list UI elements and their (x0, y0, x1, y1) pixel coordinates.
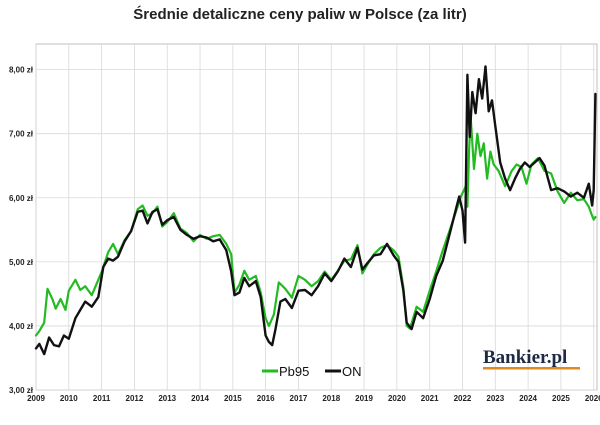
bankier-logo-text: Bankier.pl (483, 347, 567, 368)
x-tick-label: 2023 (486, 394, 504, 403)
x-tick-label: 2021 (421, 394, 439, 403)
x-tick-label: 2025 (552, 394, 570, 403)
series-lines (34, 65, 597, 356)
x-tick-label: 2019 (355, 394, 373, 403)
x-tick-label: 2026 (585, 394, 600, 403)
y-tick-label: 3,00 zł (9, 386, 34, 395)
x-tick-label: 2012 (126, 394, 144, 403)
x-tick-label: 2018 (322, 394, 340, 403)
x-tick-label: 2011 (93, 394, 111, 403)
x-tick-label: 2009 (27, 394, 45, 403)
legend-label-on: ON (342, 364, 362, 379)
x-tick-label: 2010 (60, 394, 78, 403)
x-tick-label: 2015 (224, 394, 242, 403)
y-tick-label: 4,00 zł (9, 322, 34, 331)
y-tick-label: 5,00 zł (9, 258, 34, 267)
plot-area (35, 43, 598, 391)
x-axis: 2009 2010 2011 2012 2013 2014 2015 2016 2017 2018… (27, 394, 600, 403)
y-tick-label: 7,00 zł (9, 130, 34, 139)
x-tick-label: 2024 (519, 394, 537, 403)
x-tick-label: 2016 (257, 394, 275, 403)
x-tick-label: 2017 (290, 394, 308, 403)
legend: Pb95 ON (262, 364, 362, 379)
y-tick-label: 6,00 zł (9, 194, 34, 203)
y-axis: 3,00 zł 4,00 zł 5,00 zł 6,00 zł 7,00 zł 8,00 … (9, 66, 34, 395)
x-tick-label: 2014 (191, 394, 209, 403)
bankier-logo: Bankier.pl (483, 347, 580, 370)
legend-label-pb95: Pb95 (279, 364, 309, 379)
x-tick-label: 2013 (158, 394, 176, 403)
chart-title: Średnie detaliczne ceny paliw w Polsce (… (133, 5, 466, 23)
x-tick-label: 2020 (388, 394, 406, 403)
bankier-logo-underline (483, 367, 580, 370)
y-tick-label: 8,00 zł (9, 66, 34, 75)
series-line-on (34, 65, 597, 356)
x-tick-label: 2022 (454, 394, 472, 403)
